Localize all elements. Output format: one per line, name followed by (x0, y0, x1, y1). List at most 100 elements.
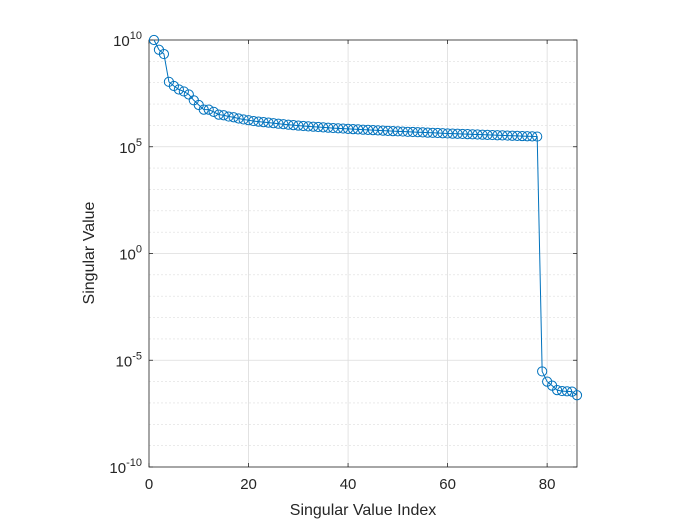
x-tick-label: 20 (240, 476, 257, 493)
data-point-marker (258, 117, 269, 128)
y-tick-label: 100 (119, 244, 142, 264)
x-axis-label: Singular Value Index (290, 502, 436, 519)
y-tick-exponent: 5 (136, 137, 142, 149)
data-point-marker (178, 86, 189, 97)
data-point-marker (527, 131, 538, 142)
x-tick-labels: 0 20 40 60 80 (145, 476, 556, 493)
data-point-marker (507, 130, 518, 141)
data-point-marker (482, 129, 493, 140)
y-tick-exponent: 10 (130, 30, 142, 42)
data-point-marker (457, 128, 468, 140)
y-axis-label: Singular Value (81, 201, 98, 304)
minor-grid (149, 61, 577, 446)
data-point-marker (148, 34, 160, 46)
data-point-marker (248, 115, 259, 127)
y-tick-label: 10-10 (109, 457, 142, 477)
y-tick-exponent: -5 (132, 350, 142, 362)
data-point-marker (337, 123, 349, 134)
data-point-marker (278, 119, 289, 130)
axis-ticks (148, 39, 577, 468)
data-point-marker (502, 130, 513, 141)
data-point-marker (561, 386, 573, 397)
data-point-marker (218, 110, 229, 121)
data-point-marker (357, 124, 369, 135)
data-point-marker (551, 384, 563, 396)
data-point-marker (273, 118, 284, 129)
data-point-marker (571, 390, 583, 401)
data-point-marker (228, 112, 239, 123)
y-tick-exponent: 0 (136, 244, 142, 256)
data-point-marker (477, 129, 488, 140)
data-point-marker (233, 113, 244, 124)
data-point-marker (173, 84, 184, 95)
data-point-marker (323, 122, 334, 133)
y-tick-label: 1010 (113, 30, 142, 50)
data-point-marker (462, 129, 473, 140)
data-point-marker (223, 111, 234, 122)
data-point-marker (362, 124, 374, 136)
data-point-marker (203, 104, 214, 115)
data-point-marker (512, 130, 523, 142)
x-tick-label: 0 (145, 476, 153, 493)
data-point-marker (293, 120, 304, 131)
y-tick-base: 10 (113, 33, 130, 50)
data-point-marker (447, 128, 458, 139)
y-tick-base: 10 (119, 140, 136, 157)
data-point-marker (303, 121, 314, 132)
y-tick-base: 10 (109, 460, 126, 477)
data-point-marker (517, 130, 528, 142)
data-point-marker (412, 127, 423, 138)
data-point-marker (422, 127, 433, 138)
data-point-marker (437, 128, 448, 139)
data-point-marker (198, 104, 209, 115)
y-tick-base: 10 (116, 353, 133, 370)
data-point-marker (452, 128, 463, 139)
data-point-marker (268, 118, 279, 129)
data-point-marker (497, 130, 508, 141)
data-point-marker (407, 126, 418, 138)
data-point-marker (238, 114, 249, 125)
data-point-marker (263, 117, 274, 128)
data-point-marker (417, 127, 428, 138)
y-tick-label: 10-5 (116, 350, 142, 370)
data-point-marker (372, 125, 384, 136)
data-point-marker (308, 121, 319, 132)
data-point-marker (537, 366, 548, 377)
data-point-marker (213, 109, 224, 120)
data-point-marker (352, 124, 364, 135)
data-point-marker (522, 131, 533, 142)
data-point-marker (556, 385, 568, 397)
x-tick-label: 60 (439, 476, 456, 493)
data-point-marker (392, 126, 403, 137)
data-series (148, 34, 583, 401)
x-tick-label: 40 (340, 476, 357, 493)
data-point-marker (298, 120, 309, 132)
data-point-marker (313, 121, 324, 133)
data-point-marker (442, 128, 453, 139)
data-point-marker (208, 106, 219, 117)
data-point-marker (253, 116, 264, 127)
data-point-marker (342, 123, 354, 134)
data-point-marker (472, 129, 483, 140)
data-point-marker (283, 119, 294, 130)
data-point-marker (487, 129, 498, 141)
data-point-marker (288, 120, 299, 131)
data-point-marker (158, 48, 170, 60)
data-point-marker (243, 115, 254, 126)
data-point-marker (382, 125, 393, 136)
data-point-marker (367, 125, 379, 136)
data-point-marker (402, 126, 413, 137)
data-point-marker (347, 124, 359, 135)
data-point-marker (532, 131, 543, 142)
data-point-marker (432, 127, 443, 139)
y-tick-exponent: -10 (126, 457, 142, 469)
data-point-marker (377, 125, 389, 136)
y-tick-base: 10 (119, 247, 136, 264)
y-tick-label: 105 (119, 137, 142, 157)
data-point-marker (333, 123, 344, 134)
data-point-marker (387, 126, 398, 137)
data-point-marker (492, 130, 503, 141)
x-tick-label: 80 (539, 476, 556, 493)
